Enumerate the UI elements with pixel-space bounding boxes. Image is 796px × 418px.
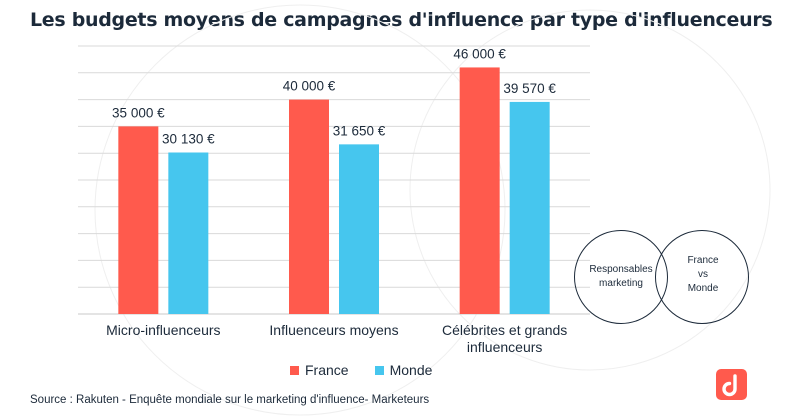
legend-item-france: France: [290, 362, 349, 378]
legend-swatch-monde: [374, 365, 384, 375]
category-label-2: Influenceurs moyens: [269, 322, 398, 338]
data-label-monde-3: 39 570 €: [503, 81, 556, 96]
decor-circle: [94, 4, 506, 416]
source-note: Source : Rakuten - Enquête mondiale sur …: [30, 394, 430, 406]
brand-logo-glyph: [722, 374, 737, 397]
background-decoration: [94, 4, 771, 416]
category-label-1: Micro-influenceurs: [106, 322, 220, 338]
legend-item-monde: Monde: [374, 362, 433, 378]
bar-monde-2: [339, 144, 379, 314]
bar-monde-3: [509, 101, 550, 314]
bar-france-2: [289, 99, 329, 314]
category-label-3: Célébrites et grands influenceurs: [442, 322, 567, 355]
decor-circle: [409, 9, 771, 371]
brand-logo-icon: [716, 369, 747, 400]
legend-swatch-france: [290, 365, 299, 375]
bar-france-1: [118, 126, 159, 315]
data-label-france-3: 46 000 €: [453, 46, 506, 61]
venn-circle-right: [655, 230, 749, 324]
data-label-monde-1: 30 130 €: [162, 132, 215, 147]
venn-label-left: Responsables marketing: [589, 264, 653, 289]
venn-label-right: France vs Monde: [687, 255, 719, 294]
data-label-monde-2: 31 650 €: [333, 123, 386, 138]
data-labels: 35 000 € 30 130 € 40 000 € 31 650 € 46 000 €…: [112, 46, 556, 146]
data-label-france-1: 35 000 €: [112, 105, 165, 120]
legend-label-france: France: [305, 362, 349, 378]
bars: [118, 67, 550, 315]
legend: France Monde: [290, 362, 432, 378]
legend-label-monde: Monde: [389, 362, 433, 378]
gridlines: [78, 45, 590, 315]
bar-monde-1: [168, 152, 209, 314]
bar-france-3: [459, 67, 500, 314]
data-label-france-2: 40 000 €: [283, 79, 336, 94]
category-labels: Micro-influenceurs Influenceurs moyens Cél…: [106, 322, 567, 355]
chart-title: Les budgets moyens de campagnes d'influe…: [30, 9, 773, 31]
